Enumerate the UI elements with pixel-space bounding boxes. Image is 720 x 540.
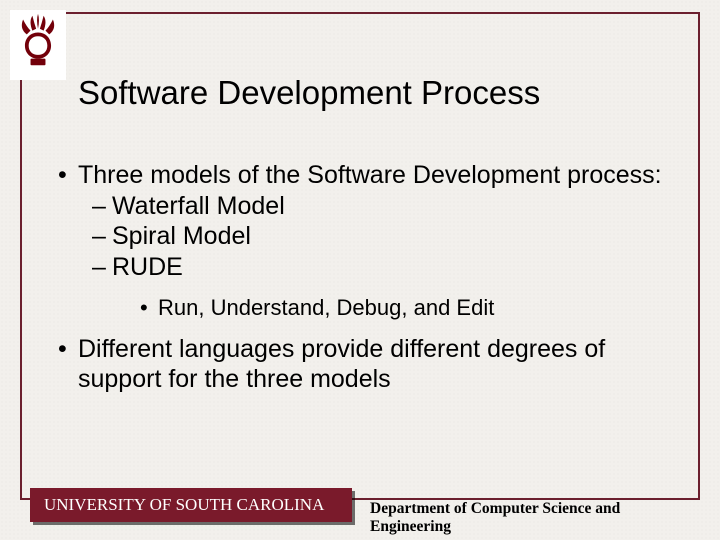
bullet-level-2: Spiral Model <box>58 221 680 252</box>
bullet-level-2: Waterfall Model <box>58 191 680 222</box>
footer-university-name: UNIVERSITY OF SOUTH CAROLINA <box>30 488 352 522</box>
bullet-level-2: RUDE <box>58 252 680 283</box>
university-logo <box>10 10 66 80</box>
slide: Software Development Process Three model… <box>0 0 720 540</box>
bullet-level-1: Three models of the Software Development… <box>58 160 680 191</box>
bullet-level-1: Different languages provide different de… <box>58 334 680 395</box>
slide-title: Software Development Process <box>78 74 690 112</box>
footer-department-name: Department of Computer Science and Engin… <box>352 488 700 524</box>
slide-footer: UNIVERSITY OF SOUTH CAROLINA Department … <box>30 488 700 524</box>
slide-content: Three models of the Software Development… <box>58 160 680 395</box>
bullet-level-3: Run, Understand, Debug, and Edit <box>58 294 680 322</box>
